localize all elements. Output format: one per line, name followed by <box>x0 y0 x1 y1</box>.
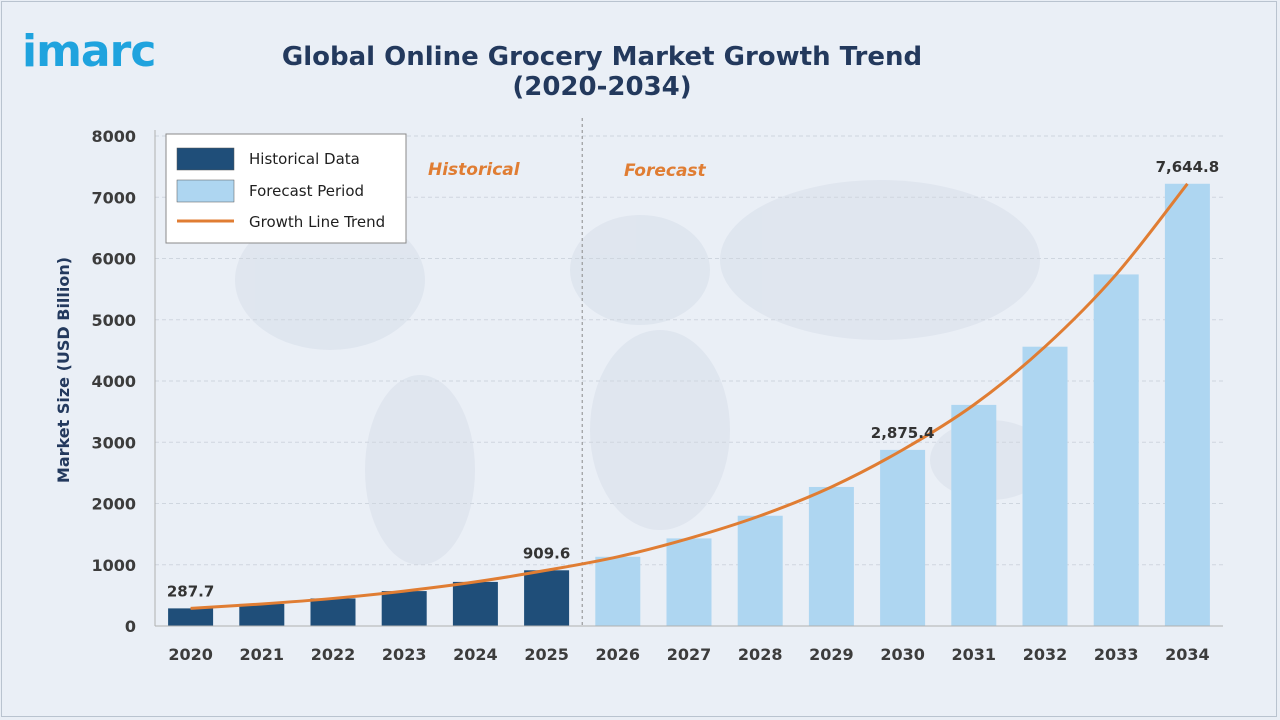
y-tick-label: 4000 <box>91 372 136 391</box>
y-tick-label: 5000 <box>91 311 136 330</box>
y-tick-label: 6000 <box>91 250 136 269</box>
x-tick-label: 2024 <box>453 645 498 664</box>
y-tick-label: 1000 <box>91 556 136 575</box>
bar-historical-2025 <box>524 570 570 626</box>
forecast-section-label: Forecast <box>624 161 707 181</box>
bar-historical-2021 <box>239 603 285 626</box>
x-tick-label: 2028 <box>738 645 783 664</box>
data-label-2020: 287.7 <box>167 582 214 600</box>
bar-forecast-2027 <box>666 538 712 626</box>
bar-forecast-2030 <box>880 449 926 626</box>
x-tick-label: 2032 <box>1023 645 1068 664</box>
x-tick-label: 2022 <box>311 645 356 664</box>
legend: Historical Data Forecast Period Growth L… <box>165 133 407 244</box>
bar-forecast-2026 <box>595 556 641 626</box>
bar-forecast-2029 <box>808 486 854 626</box>
legend-label-trend: Growth Line Trend <box>249 213 385 231</box>
bar-forecast-2032 <box>1022 346 1068 626</box>
x-tick-label: 2020 <box>168 645 213 664</box>
legend-label-forecast: Forecast Period <box>249 182 364 200</box>
x-tick-label: 2027 <box>667 645 712 664</box>
x-tick-label: 2026 <box>596 645 641 664</box>
data-label-2030: 2,875.4 <box>871 424 935 442</box>
bars <box>168 183 1210 626</box>
bar-historical-2020 <box>168 608 214 626</box>
y-tick-label: 3000 <box>91 433 136 452</box>
y-axis-label: Market Size (USD Billion) <box>54 257 73 483</box>
historical-section-label: Historical <box>428 160 521 180</box>
chart-title: Global Online Grocery Market Growth Tren… <box>281 42 923 102</box>
x-tick-label: 2031 <box>952 645 997 664</box>
bar-historical-2024 <box>452 581 498 626</box>
y-tick-label: 0 <box>125 617 136 636</box>
data-label-2034: 7,644.8 <box>1156 158 1220 176</box>
legend-swatch-historical <box>176 147 235 171</box>
y-tick-labels: 0 1000 2000 3000 4000 5000 6000 7000 8000 <box>91 127 136 636</box>
x-tick-label: 2025 <box>524 645 569 664</box>
bar-forecast-2033 <box>1093 274 1139 626</box>
growth-trend-line <box>190 182 1189 610</box>
legend-swatch-forecast <box>176 179 235 203</box>
imarc-logo: imarc <box>22 26 156 77</box>
bar-forecast-2031 <box>951 404 997 626</box>
x-tick-label: 2023 <box>382 645 427 664</box>
x-tick-label: 2034 <box>1165 645 1210 664</box>
bar-historical-2023 <box>381 591 427 626</box>
x-tick-label: 2033 <box>1094 645 1139 664</box>
data-labels: 287.7 909.6 2,875.4 7,644.8 <box>167 158 1219 601</box>
data-label-2025: 909.6 <box>523 544 570 562</box>
x-tick-label: 2021 <box>240 645 285 664</box>
y-tick-label: 7000 <box>91 188 136 207</box>
bar-historical-2022 <box>310 598 356 626</box>
y-tick-label: 2000 <box>91 495 136 514</box>
legend-label-historical: Historical Data <box>249 150 360 168</box>
y-tick-label: 8000 <box>91 127 136 146</box>
bar-forecast-2028 <box>737 515 783 626</box>
x-tick-label: 2029 <box>809 645 854 664</box>
x-tick-labels: 2020 2021 2022 2023 2024 2025 2026 2027 2028 2029… <box>168 645 1209 664</box>
x-tick-label: 2030 <box>880 645 925 664</box>
bar-forecast-2034 <box>1164 183 1210 626</box>
